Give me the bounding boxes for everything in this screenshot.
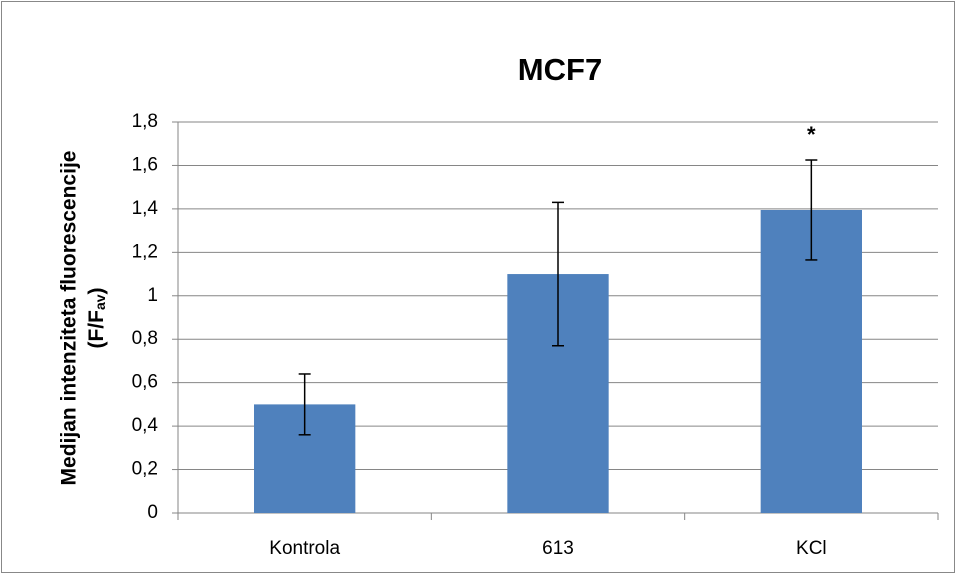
x-tick-label: KCl — [796, 538, 827, 559]
error-bar — [552, 201, 564, 347]
y-tick-label: 0,2 — [132, 459, 158, 480]
y-tick-label: 1 — [147, 285, 158, 306]
x-tick-label: Kontrola — [269, 538, 340, 559]
y-tick-label: 0 — [147, 502, 158, 523]
y-tick-label: 1,8 — [132, 111, 158, 132]
y-tick-label: 1,2 — [132, 241, 158, 262]
y-tick-label: 0,8 — [132, 328, 158, 349]
y-tick-label: 0,6 — [132, 372, 158, 393]
annotation: * — [807, 122, 816, 147]
y-tick-label: 1,6 — [132, 154, 158, 175]
unit-part: ) — [85, 287, 108, 294]
unit-part: (F/F — [85, 310, 108, 349]
chart-title: MCF7 — [518, 52, 602, 87]
y-axis-label-unit: (F/Fav) — [85, 287, 108, 348]
x-tick-label: 613 — [542, 538, 574, 559]
unit-subscript: av — [92, 294, 108, 310]
error-bar — [298, 373, 311, 436]
y-tick-label: 1,4 — [132, 198, 159, 219]
y-axis-label: Medijan intenziteta fluorescencije — [58, 151, 81, 486]
error-bar — [805, 159, 818, 261]
y-tick-label: 0,4 — [132, 415, 159, 436]
